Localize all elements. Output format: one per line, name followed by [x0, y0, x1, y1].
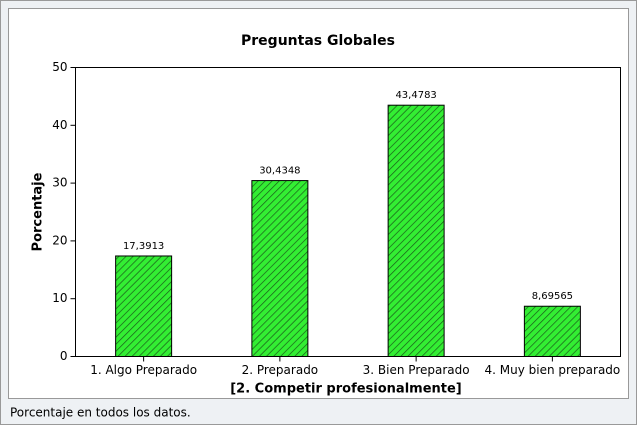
data-label: 17,3913	[123, 241, 164, 252]
y-tick-label: 0	[60, 349, 68, 363]
x-tick-label: 1. Algo Preparado	[90, 363, 197, 377]
x-tick-label: 4. Muy bien preparado	[484, 363, 620, 377]
data-label: 8,69565	[532, 291, 573, 302]
bar	[115, 255, 173, 357]
bar	[251, 180, 309, 357]
y-axis-title: Porcentaje	[31, 172, 46, 251]
bar	[387, 104, 445, 358]
chart-title: Preguntas Globales	[241, 33, 395, 49]
data-label: 43,4783	[395, 90, 436, 101]
y-tick-label: 50	[52, 60, 67, 74]
y-tick-label: 30	[52, 176, 67, 190]
y-tick-label: 40	[52, 118, 67, 132]
y-tick-label: 10	[52, 291, 67, 305]
x-tick-label: 3. Bien Preparado	[363, 363, 470, 377]
y-tick-label: 20	[52, 233, 67, 247]
bar	[523, 305, 581, 357]
x-axis-title: [2. Competir profesionalmente]	[230, 382, 462, 397]
footnote: Porcentaje en todos los datos.	[10, 406, 191, 420]
data-label: 30,4348	[259, 166, 300, 177]
x-tick-label: 2. Preparado	[242, 363, 319, 377]
